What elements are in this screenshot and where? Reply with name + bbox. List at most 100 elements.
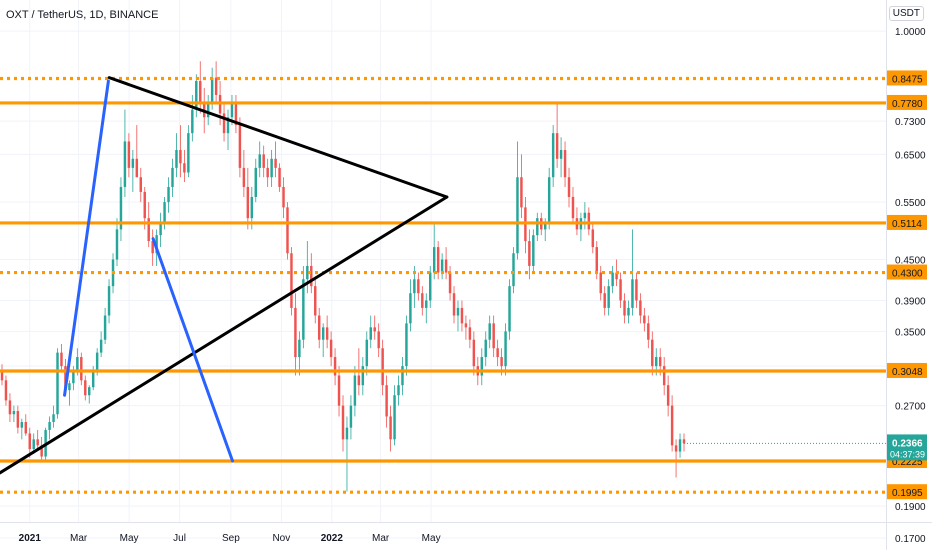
x-tick-label: May bbox=[422, 533, 441, 544]
candle-body bbox=[397, 385, 400, 396]
candle bbox=[381, 339, 384, 396]
candle bbox=[389, 405, 392, 452]
candle-body bbox=[599, 272, 602, 294]
candle-body bbox=[214, 77, 218, 95]
candle-body bbox=[123, 141, 127, 187]
candle bbox=[385, 375, 388, 428]
candle-body bbox=[183, 163, 186, 173]
candle-body bbox=[603, 293, 606, 308]
candle-body bbox=[623, 300, 626, 316]
level-tag bbox=[887, 214, 927, 230]
candle bbox=[547, 167, 551, 230]
candle-body bbox=[635, 279, 638, 301]
candle bbox=[187, 125, 190, 178]
candle bbox=[456, 300, 460, 332]
candle-body bbox=[662, 366, 666, 386]
currency-button[interactable]: USDT bbox=[888, 6, 924, 21]
candle-body bbox=[191, 109, 194, 134]
y-tick-label: 0.2700 bbox=[895, 402, 926, 413]
candle-body bbox=[655, 357, 658, 367]
candle bbox=[226, 109, 230, 150]
candle-body bbox=[421, 293, 424, 308]
candle-body bbox=[179, 149, 182, 164]
candle-body bbox=[91, 370, 95, 388]
candle-body bbox=[484, 339, 487, 358]
candle bbox=[167, 177, 170, 213]
candle bbox=[440, 253, 444, 280]
candle-body bbox=[631, 279, 634, 308]
candle-body bbox=[536, 218, 539, 236]
trendline-blue-rise bbox=[63, 79, 110, 397]
candle bbox=[496, 339, 499, 367]
candle bbox=[179, 125, 182, 178]
candle bbox=[492, 315, 495, 358]
candle-body bbox=[611, 272, 614, 287]
trendline-lower bbox=[0, 195, 449, 475]
candle bbox=[409, 279, 412, 332]
candle-body bbox=[452, 293, 456, 316]
candle-body bbox=[290, 253, 293, 308]
candle bbox=[587, 207, 591, 236]
candle bbox=[377, 323, 380, 358]
candle-body bbox=[647, 323, 650, 340]
candle-body bbox=[159, 223, 162, 236]
level-tag bbox=[887, 264, 927, 280]
candle bbox=[643, 307, 646, 332]
candle-body bbox=[365, 339, 369, 367]
candle bbox=[234, 94, 238, 134]
candle bbox=[504, 323, 507, 376]
candle bbox=[583, 202, 587, 230]
candle bbox=[16, 405, 20, 434]
candle bbox=[575, 207, 579, 236]
candle-body bbox=[16, 410, 20, 428]
candle bbox=[325, 315, 329, 349]
candle bbox=[48, 416, 51, 440]
candle-body bbox=[234, 102, 238, 126]
candle bbox=[528, 229, 531, 280]
candle-body bbox=[425, 300, 428, 308]
candle-body bbox=[547, 177, 551, 224]
candle-body bbox=[587, 212, 591, 230]
candle-body bbox=[254, 167, 257, 197]
candle bbox=[40, 436, 43, 462]
candle bbox=[270, 149, 273, 187]
candle bbox=[532, 229, 535, 273]
candle bbox=[508, 279, 511, 340]
candle bbox=[88, 385, 91, 404]
candle-body bbox=[643, 315, 646, 324]
x-tick-label: May bbox=[120, 533, 139, 544]
x-tick-label: Sep bbox=[222, 533, 240, 544]
candle bbox=[607, 279, 610, 316]
candle bbox=[84, 375, 87, 401]
candle-body bbox=[99, 339, 103, 353]
level-tag-label: 0.4300 bbox=[892, 269, 923, 280]
candle bbox=[429, 265, 432, 308]
candle bbox=[397, 375, 400, 406]
candle-body bbox=[436, 247, 440, 273]
candle bbox=[175, 133, 178, 178]
candle-body bbox=[460, 307, 464, 324]
y-tick-label: 0.1900 bbox=[895, 502, 926, 513]
level-tag bbox=[887, 70, 927, 86]
candle-body bbox=[171, 167, 174, 187]
candle bbox=[567, 167, 571, 208]
candle-body bbox=[302, 279, 305, 340]
candle bbox=[647, 315, 650, 349]
candle-body bbox=[385, 385, 388, 417]
candle-body bbox=[555, 133, 559, 159]
current-price-value: 0.2366 bbox=[892, 438, 923, 449]
level-tag-label: 0.1995 bbox=[892, 488, 923, 499]
candle bbox=[321, 323, 325, 358]
candle bbox=[349, 395, 353, 440]
candle bbox=[524, 196, 527, 254]
candle bbox=[484, 331, 487, 367]
candle-body bbox=[472, 339, 476, 367]
candle-body bbox=[230, 102, 234, 118]
candle-body bbox=[314, 286, 317, 316]
candle-body bbox=[440, 259, 444, 273]
x-tick-label: Mar bbox=[70, 533, 88, 544]
candle bbox=[480, 348, 484, 386]
candle-body bbox=[40, 445, 43, 457]
candle-body bbox=[488, 323, 491, 340]
